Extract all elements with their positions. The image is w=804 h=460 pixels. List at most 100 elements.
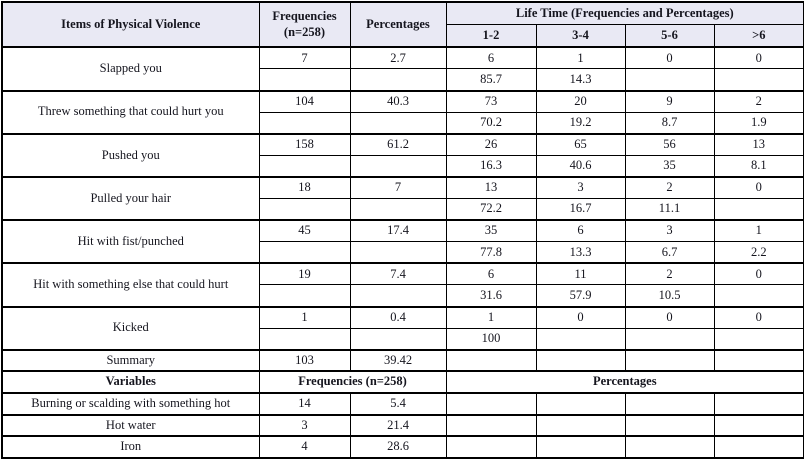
col-header-lifetime-5-6: 5-6 — [624, 24, 715, 48]
col-header-percentages: Percentages — [349, 1, 447, 48]
lifetime-pct-cell: 11.1 — [624, 198, 715, 221]
empty-cell — [535, 392, 626, 416]
variable-label: Hot water — [1, 413, 260, 437]
variable-label: Iron — [1, 435, 260, 459]
item-row-pct: 16.3 40.6 35 8.1 — [2, 154, 804, 178]
summary-label: Summary — [1, 348, 260, 372]
variable-frequency: 14 — [258, 392, 351, 416]
empty-cell — [713, 413, 804, 437]
item-percentage: 2.7 — [349, 46, 447, 70]
lifetime-pct-cell: 72.2 — [445, 198, 537, 221]
lifetime-freq-cell: 0 — [713, 46, 804, 70]
item-row-pct: 85.7 14.3 — [2, 68, 804, 91]
item-percentage: 17.4 — [349, 219, 447, 243]
lifetime-pct-cell: 2.2 — [713, 241, 804, 264]
lifetime-pct-cell — [713, 284, 804, 308]
item-label: Slapped you — [1, 46, 260, 92]
empty-cell — [535, 435, 626, 459]
empty-cell — [624, 413, 715, 437]
lifetime-pct-cell: 1.9 — [713, 111, 804, 135]
lifetime-freq-cell: 2 — [624, 262, 715, 286]
col-header-items: Items of Physical Violence — [1, 1, 260, 48]
lifetime-freq-cell: 13 — [713, 132, 804, 156]
item-label: Hit with something else that could hurt — [1, 262, 260, 308]
item-frequency: 45 — [258, 219, 351, 243]
item-label: Kicked — [1, 305, 260, 351]
empty-cell — [349, 111, 447, 135]
lifetime-freq-cell: 3 — [624, 219, 715, 243]
item-row-freq: Pulled your hair 18 7 13 3 2 0 — [1, 175, 804, 221]
variables-header-frequencies: Frequencies (n=258) — [258, 370, 447, 394]
lifetime-pct-cell: 70.2 — [445, 111, 537, 135]
variables-header-row: Variables Frequencies (n=258) Percentage… — [1, 370, 804, 394]
empty-cell — [349, 241, 447, 264]
lifetime-pct-cell: 35 — [624, 154, 715, 178]
empty-cell — [713, 435, 804, 459]
variable-percentage: 28.6 — [349, 435, 447, 459]
variable-row: Burning or scalding with something hot 1… — [1, 392, 804, 416]
header-row-1: Items of Physical Violence Frequencies (… — [1, 1, 804, 48]
col-header-frequencies-line1: Frequencies — [272, 9, 337, 24]
header-row-2: 1-2 3-4 5-6 >6 — [2, 24, 804, 48]
item-row-pct: 31.6 57.9 10.5 — [2, 284, 804, 308]
lifetime-pct-cell — [535, 327, 626, 351]
empty-cell — [624, 348, 715, 372]
lifetime-pct-cell: 16.3 — [445, 154, 537, 178]
lifetime-freq-cell: 1 — [713, 219, 804, 243]
lifetime-pct-cell — [713, 198, 804, 221]
lifetime-pct-cell — [713, 68, 804, 91]
item-label: Threw something that could hurt you — [1, 89, 260, 135]
item-row-pct: 77.8 13.3 6.7 2.2 — [2, 241, 804, 264]
lifetime-pct-cell: 8.7 — [624, 111, 715, 135]
item-frequency: 158 — [258, 132, 351, 156]
lifetime-pct-cell: 10.5 — [624, 284, 715, 308]
lifetime-freq-cell: 0 — [624, 305, 715, 329]
lifetime-freq-cell: 56 — [624, 132, 715, 156]
col-header-lifetime-gt6: >6 — [713, 24, 804, 48]
lifetime-freq-cell: 0 — [535, 305, 626, 329]
item-frequency: 7 — [258, 46, 351, 70]
item-row-freq: Hit with fist/punched 45 17.4 35 6 3 1 — [1, 219, 804, 264]
col-header-lifetime-group: Life Time (Frequencies and Percentages) — [445, 1, 804, 26]
lifetime-pct-cell: 14.3 — [535, 68, 626, 91]
lifetime-freq-cell: 73 — [445, 89, 537, 113]
lifetime-pct-cell: 19.2 — [535, 111, 626, 135]
lifetime-freq-cell: 26 — [445, 132, 537, 156]
empty-cell — [445, 413, 537, 437]
summary-frequency: 103 — [258, 348, 351, 372]
empty-cell — [258, 68, 351, 91]
lifetime-freq-cell: 6 — [445, 262, 537, 286]
lifetime-freq-cell: 0 — [713, 175, 804, 200]
variable-row: Hot water 3 21.4 — [1, 413, 804, 437]
lifetime-pct-cell — [624, 327, 715, 351]
variable-frequency: 4 — [258, 435, 351, 459]
variable-percentage: 21.4 — [349, 413, 447, 437]
empty-cell — [349, 327, 447, 351]
variables-header-percentages: Percentages — [445, 370, 804, 394]
variables-header-label: Variables — [1, 370, 260, 394]
col-header-lifetime-3-4: 3-4 — [535, 24, 626, 48]
item-frequency: 18 — [258, 175, 351, 200]
item-percentage: 7 — [349, 175, 447, 200]
lifetime-freq-cell: 3 — [535, 175, 626, 200]
empty-cell — [445, 435, 537, 459]
empty-cell — [349, 154, 447, 178]
lifetime-freq-cell: 0 — [713, 305, 804, 329]
lifetime-pct-cell — [713, 327, 804, 351]
lifetime-pct-cell — [624, 68, 715, 91]
empty-cell — [713, 348, 804, 372]
empty-cell — [445, 392, 537, 416]
item-row-freq: Pushed you 158 61.2 26 65 56 13 — [1, 132, 804, 178]
empty-cell — [535, 413, 626, 437]
col-header-frequencies: Frequencies (n=258) — [258, 1, 351, 48]
variable-label: Burning or scalding with something hot — [1, 392, 260, 416]
empty-cell — [258, 111, 351, 135]
item-row-pct: 100 — [2, 327, 804, 351]
empty-cell — [349, 198, 447, 221]
lifetime-pct-cell: 6.7 — [624, 241, 715, 264]
item-percentage: 61.2 — [349, 132, 447, 156]
item-frequency: 104 — [258, 89, 351, 113]
lifetime-freq-cell: 1 — [445, 305, 537, 329]
lifetime-freq-cell: 6 — [535, 219, 626, 243]
